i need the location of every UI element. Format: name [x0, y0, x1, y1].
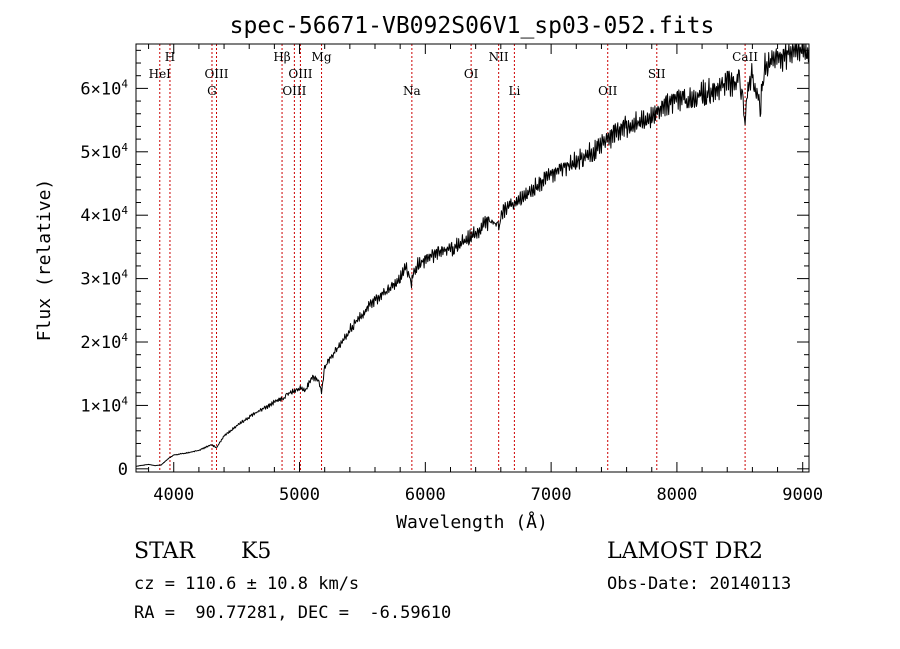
y-tick-label: 6×104: [80, 77, 128, 99]
x-tick-label: 8000: [656, 485, 697, 505]
sky-coordinates: RA = 90.77281, DEC = -6.59610: [134, 603, 452, 623]
line-label-8: Na: [403, 84, 421, 98]
x-tick-label: 7000: [531, 485, 572, 505]
line-label-4: Hβ: [273, 50, 290, 64]
line-label-0: HeI: [149, 67, 172, 81]
x-axis-label: Wavelength (Å): [396, 511, 548, 533]
line-label-14: CaII: [732, 50, 758, 64]
line-label-5: OIII: [282, 84, 306, 98]
x-tick-label: 6000: [405, 485, 446, 505]
spectrum-line: [135, 43, 810, 467]
line-label-1: H: [165, 50, 175, 64]
line-label-11: Li: [508, 84, 520, 98]
y-tick-label: 4×104: [80, 204, 128, 226]
redshift-cz: cz = 110.6 ± 10.8 km/s: [134, 574, 360, 594]
y-axis-label: Flux (relative): [34, 179, 55, 342]
line-label-3: G: [207, 84, 217, 98]
y-tick-label: 3×104: [80, 268, 128, 290]
y-tick-label: 5×104: [80, 141, 128, 163]
observation-date: Obs-Date: 20140113: [607, 574, 792, 594]
line-label-7: Mg: [312, 50, 332, 64]
x-tick-label: 4000: [153, 485, 194, 505]
line-label-2: OIII: [204, 67, 228, 81]
chart-title: spec-56671-VB092S06V1_sp03-052.fits: [230, 13, 715, 39]
y-tick-label: 0: [118, 460, 128, 480]
line-label-12: OII: [598, 84, 618, 98]
line-label-9: OI: [464, 67, 479, 81]
line-label-10: NII: [489, 50, 509, 64]
x-axis: 4000 5000 6000 7000 8000 9000: [148, 44, 823, 505]
x-tick-label: 5000: [279, 485, 320, 505]
line-label-6: OIII: [288, 67, 312, 81]
survey-name: LAMOST DR2: [607, 539, 763, 564]
y-tick-label: 1×104: [80, 394, 128, 416]
line-label-13: SII: [648, 67, 666, 81]
x-tick-label: 9000: [782, 485, 823, 505]
object-subclass: K5: [241, 539, 272, 564]
y-tick-label: 2×104: [80, 331, 128, 353]
y-axis: 0 1×104 2×104 3×104 4×104 5×104 6×104: [80, 49, 809, 480]
object-class: STAR: [134, 539, 195, 564]
plot-frame: [135, 43, 810, 473]
